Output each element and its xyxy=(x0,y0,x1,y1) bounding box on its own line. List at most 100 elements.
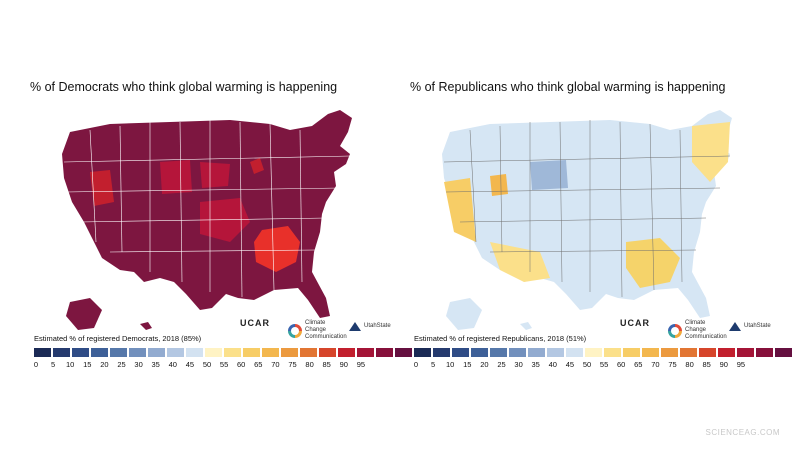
climate-change-communication-logo: Climate Change Communication xyxy=(668,320,727,341)
region-north-dem xyxy=(250,158,264,174)
republicans-panel: % of Republicans who think global warmin… xyxy=(410,72,792,382)
republicans-legend-caption: Estimated % of registered Republicans, 2… xyxy=(414,334,587,343)
legend-tick-label: 20 xyxy=(480,360,489,369)
legend-tick-label: 15 xyxy=(463,360,472,369)
legend-swatch xyxy=(718,348,735,357)
legend-tick-label: 65 xyxy=(634,360,643,369)
ucar-logo: UCAR xyxy=(240,318,270,328)
legend-tick-label: 95 xyxy=(736,360,746,369)
legend-swatch xyxy=(148,348,165,357)
legend-swatch xyxy=(281,348,298,357)
legend-swatch xyxy=(528,348,545,357)
republicans-us-map xyxy=(410,102,770,337)
watermark: SCIENCEAG.COM xyxy=(705,428,780,437)
legend-tick-label: 35 xyxy=(531,360,540,369)
legend-tick-label: 80 xyxy=(305,360,314,369)
republicans-logos: UCAR Climate Change Communication UtahSta… xyxy=(620,318,772,344)
legend-swatch xyxy=(642,348,659,357)
legend-tick-label: 85 xyxy=(322,360,331,369)
legend-swatch xyxy=(661,348,678,357)
legend-tick-label: 90 xyxy=(339,360,348,369)
legend-swatch xyxy=(680,348,697,357)
legend-swatch xyxy=(91,348,108,357)
legend-tick-label: 80 xyxy=(685,360,694,369)
legend-swatch xyxy=(395,348,412,357)
legend-tick-label: 55 xyxy=(219,360,229,369)
legend-swatch xyxy=(129,348,146,357)
legend-tick-label: 35 xyxy=(151,360,160,369)
legend-swatch xyxy=(604,348,621,357)
legend-swatch xyxy=(357,348,374,357)
ccc-ring-icon xyxy=(288,323,302,338)
legend-tick-label: 60 xyxy=(237,360,246,369)
legend-tick-label: 40 xyxy=(548,360,557,369)
region-wyoming-rep xyxy=(530,160,568,190)
republicans-map-base xyxy=(442,110,732,318)
legend-tick-label: 15 xyxy=(83,360,92,369)
legend-tick-label: 5 xyxy=(431,360,436,369)
democrats-us-map xyxy=(30,102,390,337)
legend-tick-label: 85 xyxy=(702,360,711,369)
legend-swatch xyxy=(262,348,279,357)
republicans-legend-ticks: 0 5 10 15 20 25 30 35 40 45 50 55 60 65 70 75 80 85 90 95 xyxy=(414,360,774,370)
legend-tick-label: 5 xyxy=(51,360,56,369)
legend-tick-label: 75 xyxy=(668,360,677,369)
legend-swatch xyxy=(566,348,583,357)
alaska-rep xyxy=(446,298,482,330)
legend-swatch xyxy=(509,348,526,357)
legend-tick-label: 0 xyxy=(413,360,419,369)
legend-swatch xyxy=(547,348,564,357)
legend-tick-label: 30 xyxy=(134,360,143,369)
legend-swatch xyxy=(224,348,241,357)
legend-swatch xyxy=(110,348,127,357)
region-nevada-dem xyxy=(90,170,114,206)
legend-tick-label: 25 xyxy=(117,360,126,369)
usu-building-icon xyxy=(349,322,361,331)
democrats-map-title: % of Democrats who think global warming … xyxy=(30,80,338,94)
democrats-legend-caption: Estimated % of registered Democrats, 201… xyxy=(34,334,202,343)
legend-tick-label: 45 xyxy=(565,360,575,369)
hawaii-dem xyxy=(140,322,152,330)
legend-tick-label: 50 xyxy=(582,360,592,369)
legend-tick-label: 90 xyxy=(719,360,728,369)
legend-swatch xyxy=(186,348,203,357)
legend-swatch xyxy=(53,348,70,357)
utah-state-logo: UtahState xyxy=(348,320,392,332)
legend-tick-label: 95 xyxy=(356,360,366,369)
democrats-panel: % of Democrats who think global warming … xyxy=(30,72,412,382)
legend-swatch xyxy=(34,348,51,357)
legend-swatch xyxy=(775,348,792,357)
democrats-logos: UCAR Climate Change Communication UtahSta… xyxy=(240,318,392,344)
region-northeast-rep xyxy=(692,122,730,182)
legend-tick-label: 55 xyxy=(599,360,609,369)
republicans-state-borders xyxy=(443,120,731,298)
hawaii-rep xyxy=(520,322,532,330)
legend-swatch xyxy=(167,348,184,357)
legend-swatch xyxy=(490,348,507,357)
legend-tick-label: 10 xyxy=(446,360,455,369)
climate-change-communication-logo: Climate Change Communication xyxy=(288,320,347,341)
region-california-rep xyxy=(444,178,476,242)
usu-building-icon xyxy=(729,322,741,331)
legend-swatch xyxy=(319,348,336,357)
legend-swatch xyxy=(243,348,260,357)
utah-state-logo: UtahState xyxy=(728,320,772,332)
legend-tick-label: 40 xyxy=(168,360,177,369)
legend-swatch xyxy=(205,348,222,357)
legend-tick-label: 70 xyxy=(651,360,660,369)
legend-tick-label: 70 xyxy=(271,360,280,369)
legend-tick-label: 75 xyxy=(288,360,297,369)
legend-tick-label: 25 xyxy=(497,360,506,369)
legend-tick-label: 20 xyxy=(100,360,109,369)
legend-tick-label: 0 xyxy=(33,360,39,369)
legend-swatch xyxy=(338,348,355,357)
alaska-dem xyxy=(66,298,102,330)
legend-swatch xyxy=(433,348,450,357)
region-southeast-dem xyxy=(254,226,300,272)
legend-tick-label: 30 xyxy=(514,360,523,369)
legend-tick-label: 50 xyxy=(202,360,212,369)
ucar-logo: UCAR xyxy=(620,318,650,328)
legend-swatch xyxy=(300,348,317,357)
democrats-state-borders xyxy=(63,120,351,298)
legend-swatch xyxy=(471,348,488,357)
